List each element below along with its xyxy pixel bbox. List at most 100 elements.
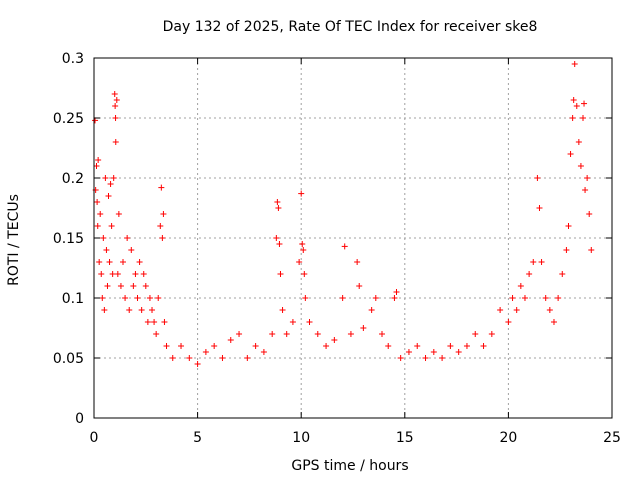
data-point [341,243,348,250]
data-point [472,331,479,337]
data-point [236,331,243,337]
data-point [112,115,119,121]
data-point [570,97,577,103]
tick-labels: 0 5 10 15 20 25 0 0.05 0.1 0.15 0.2 0.25 0.3 [53,51,621,446]
data-point [134,295,141,301]
data-point [480,343,487,349]
data-point [306,319,313,325]
data-point [103,247,110,253]
data-point [244,355,251,361]
data-point [112,139,119,145]
data-point [447,343,454,349]
data-point [122,295,129,301]
data-point [530,259,537,265]
data-point [126,307,133,313]
data-point [555,295,562,301]
data-point [105,193,112,199]
data-point [158,184,165,191]
data-point [393,289,400,295]
data-point [300,247,307,253]
data-point [155,295,162,301]
data-point [538,259,545,265]
data-point [102,175,109,181]
x-tick-label: 10 [292,430,310,446]
data-point [296,259,303,265]
data-point [186,355,193,361]
data-point [136,259,143,265]
data-point [219,355,226,361]
y-tick-label: 0 [75,411,84,427]
y-axis-label: ROTI / TECUs [6,194,22,286]
x-tick-label: 25 [603,430,621,446]
data-point [146,295,153,301]
data-point [584,175,591,181]
y-tick-label: 0.2 [62,171,84,187]
data-point [391,295,398,301]
data-point [194,361,201,367]
data-point [149,307,156,313]
data-point [110,175,117,181]
data-point [536,205,543,211]
data-point [579,115,586,121]
data-point [505,319,512,325]
data-point [132,271,139,277]
data-point [331,337,338,343]
data-point [178,343,185,349]
data-point [298,190,305,197]
data-point [542,295,549,301]
data-point [94,199,101,205]
data-point [368,307,375,313]
data-point [323,343,330,349]
data-point [517,283,524,289]
data-point [439,355,446,361]
data-point [117,283,124,289]
data-point [577,163,584,169]
data-point [130,283,137,289]
data-point [567,151,574,157]
data-point [488,331,495,337]
data-point [575,139,582,145]
grid-lines [94,58,612,418]
data-point [422,355,429,361]
data-point [227,337,234,343]
x-tick-label: 20 [499,430,517,446]
data-point [94,223,101,229]
data-point [108,223,115,229]
x-tick-label: 5 [193,430,202,446]
axis-ticks [93,57,613,419]
data-point [144,319,151,325]
data-point [161,319,168,325]
data-point [463,343,470,349]
data-point [273,235,280,241]
data-point [455,349,462,355]
data-point [302,295,309,301]
data-point [581,100,588,107]
data-point [115,211,122,217]
data-point [202,349,209,355]
data-point [521,295,528,301]
x-tick-label: 0 [90,430,99,446]
data-point [397,355,404,361]
data-point [356,283,363,289]
data-point [339,295,346,301]
data-point [354,259,361,265]
data-point [113,97,120,103]
data-point [276,241,283,247]
data-point [565,223,572,229]
data-point [100,235,107,241]
data-point [289,319,296,325]
data-point [114,271,121,277]
data-point [534,175,541,181]
data-point [140,271,147,277]
data-point [571,61,578,67]
data-point [509,295,516,301]
data-point [526,271,533,277]
y-tick-label: 0.15 [53,231,84,247]
y-tick-label: 0.05 [53,351,84,367]
data-point [347,331,354,337]
data-point [109,271,116,277]
chart-title: Day 132 of 2025, Rate Of TEC Index for r… [163,19,538,35]
y-tick-label: 0.25 [53,111,84,127]
data-point [211,343,218,349]
